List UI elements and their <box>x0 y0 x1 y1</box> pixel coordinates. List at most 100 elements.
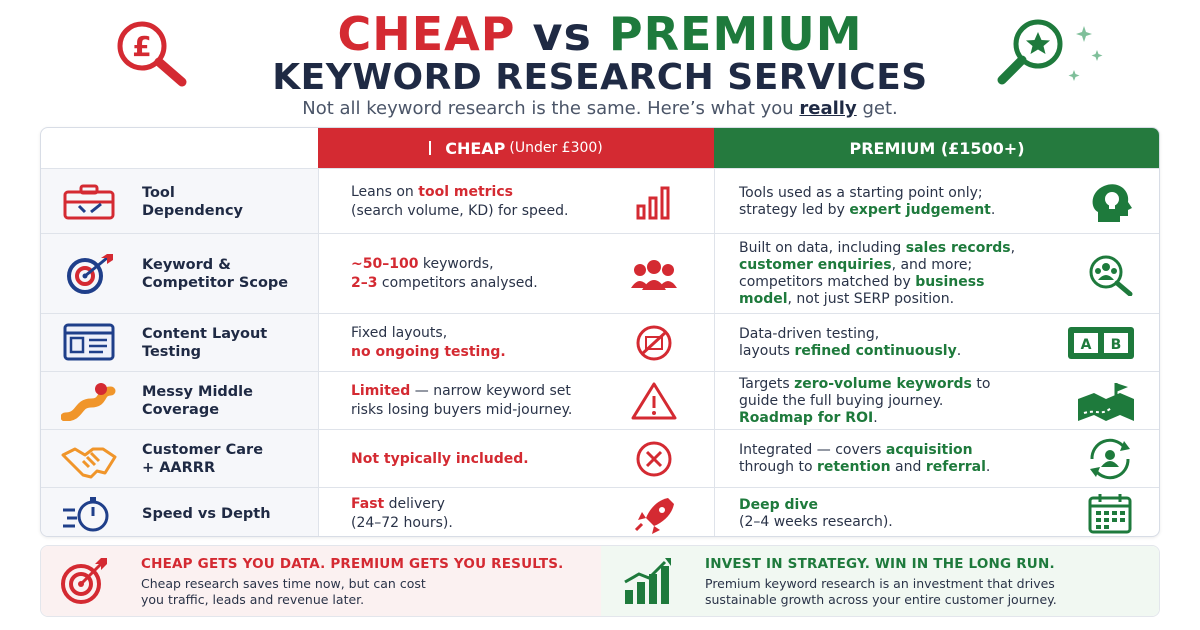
warning-icon <box>630 381 678 421</box>
feature-cell: Speed vs Depth <box>41 488 318 536</box>
title-line-1: CHEAP vs PREMIUM <box>0 6 1200 62</box>
premium-cell: Built on data, including sales records, … <box>714 234 1159 313</box>
text-fragment: Data-driven testing, layouts <box>739 326 880 359</box>
text-fragment: . <box>990 201 996 218</box>
text-fragment: , not just SERP position. <box>787 291 955 307</box>
table-row: Speed vs Depth Fast delivery (24–72 hours… <box>41 487 1159 536</box>
premium-cell: Integrated — covers acquisition through … <box>714 430 1159 487</box>
feature-label: Keyword & Competitor Scope <box>142 257 289 291</box>
group-icon <box>630 254 678 294</box>
highlight-green: Roadmap for ROI <box>739 409 874 426</box>
highlight-green: expert judgement <box>849 201 991 218</box>
highlight-red: 2–3 <box>351 275 378 291</box>
text-fragment: to guide the full buying journey. <box>739 375 991 409</box>
text-fragment: through to <box>739 459 813 475</box>
header-divider <box>429 141 432 155</box>
no-test-icon <box>630 323 678 363</box>
highlight-red: Not typically included. <box>351 450 529 467</box>
target-icon <box>61 254 117 294</box>
text-fragment: Built on data, including <box>739 240 906 256</box>
journey-map-icon <box>1076 379 1136 423</box>
premium-text: Deep dive (2–4 weeks research). <box>739 497 1059 531</box>
brain-head-icon <box>1084 180 1136 224</box>
premium-cell: Deep dive (2–4 weeks research). <box>714 488 1159 536</box>
highlight-green: zero-volume keywords <box>794 375 972 392</box>
text-fragment: (search volume, KD) for speed. <box>351 202 569 219</box>
highlight-green: acquisition <box>885 442 973 458</box>
cheap-text: ~50–100 keywords, 2–3 competitors analys… <box>351 255 621 293</box>
winding-road-icon <box>60 381 117 422</box>
table-row: Keyword & Competitor Scope ~50–100 keywor… <box>41 233 1159 313</box>
text-fragment: Tools used as a starting point only; str… <box>739 184 983 218</box>
highlight-red: no ongoing testing. <box>351 344 506 360</box>
text-fragment: Targets <box>739 375 795 392</box>
highlight-green: referral <box>925 459 986 475</box>
highlight-red: ~50–100 <box>351 256 419 272</box>
cheap-text: Leans on tool metrics (search volume, KD… <box>351 183 621 221</box>
cheap-cell: Limited — narrow keyword set risks losin… <box>318 372 714 429</box>
footer-right-text: Premium keyword research is an investmen… <box>705 576 1057 607</box>
layout-icon <box>61 323 117 363</box>
table-row: Messy Middle Coverage Limited — narrow ke… <box>41 371 1159 429</box>
subtitle-bold: really <box>799 98 857 119</box>
premium-text: Targets zero-volume keywords to guide th… <box>739 376 1059 427</box>
feature-label: Customer Care + AARRR <box>142 442 264 476</box>
text-fragment: Leans on <box>351 183 419 200</box>
highlight-red: Fast <box>351 495 385 512</box>
feature-label: Messy Middle Coverage <box>142 384 253 418</box>
table-row: Content Layout Testing Fixed layouts, no … <box>41 313 1159 371</box>
text-fragment: competitors analysed. <box>377 275 538 291</box>
cheap-text: Limited — narrow keyword set risks losin… <box>351 382 621 420</box>
footer-right-title: INVEST IN STRATEGY. WIN IN THE LONG RUN. <box>705 556 1055 572</box>
text-fragment: (2–4 weeks research). <box>739 513 893 530</box>
cheap-cell: Fast delivery (24–72 hours). <box>318 488 714 536</box>
title-cheap: CHEAP <box>337 7 516 61</box>
table-row: Customer Care + AARRR Not typically inclu… <box>41 429 1159 487</box>
premium-text: Built on data, including sales records, … <box>739 240 1059 308</box>
highlight-green: Deep dive <box>739 496 818 513</box>
stopwatch-icon <box>61 494 117 534</box>
text-fragment: Fixed layouts, <box>351 325 448 341</box>
premium-text: Data-driven testing, layouts refined con… <box>739 326 1059 360</box>
footer-left-title: CHEAP GETS YOU DATA. PREMIUM GETS YOU RE… <box>141 556 564 572</box>
footer-left-text: Cheap research saves time now, but can c… <box>141 576 426 607</box>
column-cheap-label: CHEAP <box>445 138 506 158</box>
calendar-icon <box>1084 492 1136 536</box>
growth-chart-icon <box>624 558 671 604</box>
cheap-cell: Leans on tool metrics (search volume, KD… <box>318 169 714 233</box>
highlight-green: retention <box>816 459 891 475</box>
column-premium-label: PREMIUM (£1500+) <box>849 138 1025 158</box>
search-people-icon <box>1084 252 1136 297</box>
header: £ CHEAP vs PREMIUM KEYWORD RESEARCH SERV… <box>0 0 1200 125</box>
feature-label: Tool Dependency <box>142 184 243 219</box>
cycle-user-icon <box>1084 437 1136 481</box>
text-fragment: . <box>985 459 991 475</box>
toolbox-icon <box>61 182 117 222</box>
footer: CHEAP GETS YOU DATA. PREMIUM GETS YOU RE… <box>40 545 1160 617</box>
highlight-green: refined continuously <box>794 343 957 359</box>
feature-cell: Keyword & Competitor Scope <box>41 234 318 313</box>
feature-cell: Tool Dependency <box>41 169 318 233</box>
subtitle-pre: Not all keyword research is the same. He… <box>302 98 800 119</box>
star-magnifier-icon <box>997 19 1103 85</box>
subtitle: Not all keyword research is the same. He… <box>0 97 1200 121</box>
text-fragment: , and more; competitors matched by <box>739 257 973 290</box>
title-line-2: KEYWORD RESEARCH SERVICES <box>272 57 928 98</box>
text-fragment: keywords, <box>422 256 494 272</box>
feature-cell: Content Layout Testing <box>41 314 318 371</box>
footer-premium-panel: INVEST IN STRATEGY. WIN IN THE LONG RUN.… <box>601 546 1159 616</box>
text-fragment: , <box>1010 240 1016 256</box>
cheap-cell: Fixed layouts, no ongoing testing. <box>318 314 714 371</box>
feature-label: Speed vs Depth <box>142 505 271 522</box>
subtitle-post: get. <box>856 98 898 119</box>
text-fragment: — narrow keyword set risks losing buyers… <box>351 383 573 418</box>
feature-label: Content Layout Testing <box>142 326 268 360</box>
footer-cheap-panel: CHEAP GETS YOU DATA. PREMIUM GETS YOU RE… <box>41 546 601 616</box>
premium-cell: Targets zero-volume keywords to guide th… <box>714 372 1159 429</box>
x-circle-icon <box>630 439 678 479</box>
text-fragment: . <box>956 343 962 359</box>
highlight-red: tool metrics <box>418 183 513 200</box>
column-header-cheap: CHEAP (Under £300) <box>318 128 714 168</box>
svg-text:£: £ <box>132 30 151 63</box>
